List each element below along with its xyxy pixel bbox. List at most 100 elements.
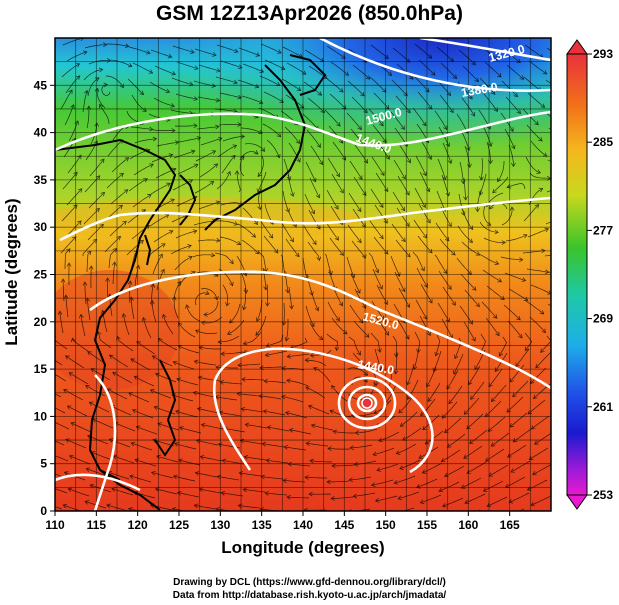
streamline bbox=[195, 329, 218, 334]
streamline bbox=[414, 43, 433, 59]
streamline-arrowhead bbox=[57, 310, 63, 316]
streamline-arrowhead bbox=[443, 125, 448, 131]
streamline bbox=[222, 136, 245, 142]
streamline bbox=[439, 94, 454, 113]
streamline-arrowhead bbox=[326, 479, 331, 485]
streamline-arrowhead bbox=[124, 43, 130, 49]
streamline-arrowhead bbox=[314, 306, 320, 312]
streamline bbox=[469, 429, 488, 444]
streamline bbox=[170, 109, 193, 114]
streamline-arrowhead bbox=[285, 410, 290, 416]
streamline bbox=[491, 432, 510, 447]
streamline-arrowhead bbox=[305, 386, 310, 391]
streamline-arrowhead bbox=[215, 97, 221, 103]
streamline bbox=[201, 316, 223, 324]
streamline bbox=[215, 396, 238, 401]
streamline-arrowhead bbox=[373, 382, 379, 387]
streamline-arrowhead bbox=[384, 54, 389, 60]
streamline bbox=[60, 236, 77, 254]
streamline-arrowhead bbox=[421, 469, 427, 474]
streamline-arrowhead bbox=[381, 88, 387, 93]
streamline-arrowhead bbox=[383, 300, 388, 305]
streamline-arrowhead bbox=[349, 445, 354, 451]
streamline-arrowhead bbox=[86, 105, 92, 110]
streamline bbox=[395, 351, 398, 374]
streamline bbox=[171, 394, 194, 402]
streamline bbox=[374, 348, 381, 371]
streamline-arrowhead bbox=[310, 209, 315, 215]
streamline bbox=[282, 513, 304, 514]
x-tick-label: 155 bbox=[417, 518, 437, 532]
streamline bbox=[327, 448, 351, 450]
streamline bbox=[220, 202, 243, 206]
streamline-arrowhead bbox=[357, 207, 362, 213]
streamline-arrowhead bbox=[490, 442, 496, 447]
streamline-arrowhead bbox=[539, 310, 545, 315]
streamline-arrowhead bbox=[211, 150, 217, 155]
streamline-arrowhead bbox=[406, 252, 411, 258]
streamline bbox=[107, 43, 129, 47]
streamline-arrowhead bbox=[445, 142, 450, 148]
streamline-arrowhead bbox=[85, 297, 90, 302]
coastline-korea bbox=[179, 174, 197, 226]
streamline-arrowhead bbox=[63, 294, 69, 299]
streamline bbox=[477, 189, 482, 212]
streamline bbox=[378, 431, 400, 442]
streamline bbox=[419, 315, 431, 336]
streamline-arrowhead bbox=[446, 443, 452, 448]
streamline-arrowhead bbox=[65, 438, 70, 443]
streamline-arrowhead bbox=[463, 454, 468, 459]
streamline bbox=[152, 129, 176, 131]
streamline bbox=[463, 321, 476, 342]
streamline-arrowhead bbox=[405, 335, 410, 340]
streamline bbox=[244, 143, 265, 152]
streamline-arrowhead bbox=[199, 454, 205, 460]
streamline-arrowhead bbox=[62, 503, 68, 509]
streamline bbox=[199, 488, 222, 494]
streamline-arrowhead bbox=[447, 159, 453, 165]
streamline-arrowhead bbox=[234, 170, 240, 175]
streamline bbox=[156, 269, 165, 291]
streamline bbox=[194, 48, 217, 56]
streamline bbox=[417, 235, 433, 254]
streamline bbox=[131, 94, 147, 112]
streamline-arrowhead bbox=[362, 191, 367, 197]
streamline bbox=[55, 440, 65, 446]
streamline-arrowhead bbox=[42, 386, 46, 390]
contour-left-2 bbox=[55, 473, 141, 492]
streamline bbox=[373, 92, 390, 110]
streamline bbox=[350, 272, 361, 294]
streamline-arrowhead bbox=[425, 88, 430, 93]
streamline bbox=[327, 301, 340, 321]
streamline bbox=[420, 139, 432, 160]
streamline-arrowhead bbox=[242, 340, 248, 346]
streamline-arrowhead bbox=[214, 295, 219, 301]
streamline bbox=[350, 128, 365, 147]
streamline bbox=[392, 47, 411, 63]
streamline-arrowhead bbox=[68, 372, 74, 377]
streamline-arrowhead bbox=[210, 252, 216, 258]
streamline-arrowhead bbox=[260, 474, 265, 480]
streamline-arrowhead bbox=[236, 391, 241, 397]
y-tick-label: 25 bbox=[34, 268, 48, 282]
streamline-arrowhead bbox=[288, 427, 294, 433]
streamline-arrowhead bbox=[500, 295, 505, 301]
streamline bbox=[456, 257, 472, 275]
streamline bbox=[307, 241, 320, 261]
streamline-arrowhead bbox=[243, 289, 249, 294]
credit-drawing: Drawing by DCL (https://www.gfd-dennou.o… bbox=[173, 577, 446, 588]
streamline bbox=[527, 92, 545, 108]
streamline-arrowhead bbox=[447, 222, 452, 227]
streamline bbox=[152, 355, 173, 367]
streamline-arrowhead bbox=[141, 316, 147, 322]
streamline bbox=[105, 75, 124, 88]
streamline-arrowhead bbox=[177, 344, 183, 350]
streamline-arrowhead bbox=[90, 368, 96, 373]
streamline-arrowhead bbox=[304, 475, 309, 480]
streamline bbox=[479, 77, 496, 95]
streamline bbox=[68, 120, 79, 142]
streamline bbox=[283, 302, 285, 326]
streamline bbox=[172, 45, 195, 53]
streamline-arrowhead bbox=[200, 320, 206, 326]
streamline bbox=[266, 334, 284, 347]
